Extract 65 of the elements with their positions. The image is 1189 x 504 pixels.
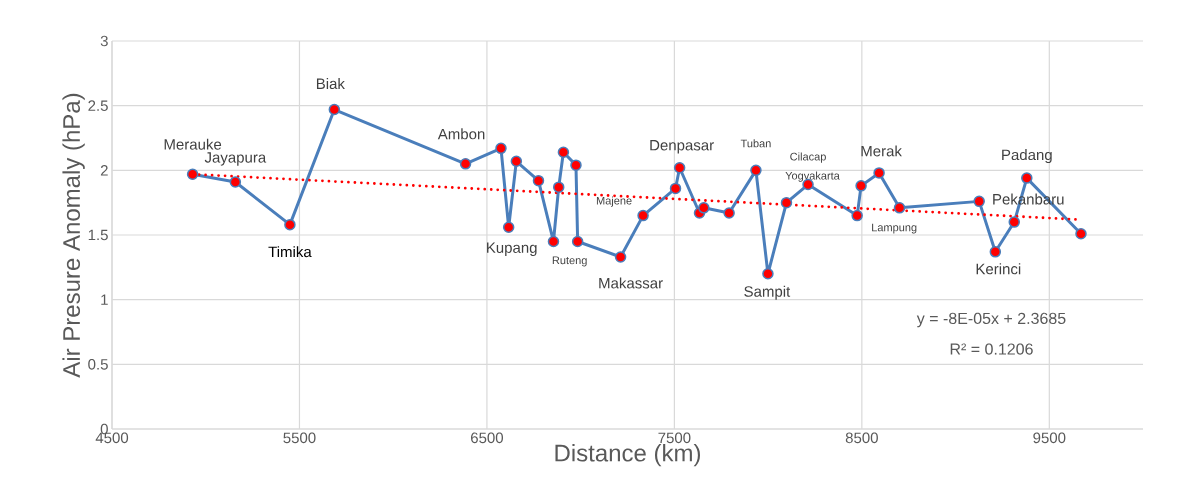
annotation: Merak: [861, 145, 902, 157]
point: [989, 246, 1002, 258]
point: [723, 207, 735, 219]
point: [893, 202, 906, 214]
point: [669, 182, 682, 195]
point: [510, 155, 523, 168]
y-tick-label: 2: [100, 165, 108, 176]
point: [851, 209, 863, 222]
y-tick-label: 1.5: [88, 229, 108, 241]
point: [637, 209, 649, 222]
point: [855, 180, 867, 192]
annotation: Jayapura: [204, 152, 267, 166]
point: [459, 158, 472, 170]
point: [557, 146, 570, 158]
point: [532, 174, 545, 187]
y-tick-label: 1: [101, 294, 108, 305]
point: [673, 162, 686, 174]
point: [552, 181, 565, 193]
point: [186, 168, 199, 180]
annotation: y = -8E-05x + 2.3685: [916, 312, 1066, 328]
annotation: Padang: [1002, 149, 1052, 164]
point: [1021, 172, 1033, 184]
annotation: Ambon: [437, 128, 485, 140]
y-tick-label: 3: [100, 35, 108, 47]
annotation: Majene: [596, 196, 632, 207]
y-axis-title: Air Presure Anomaly (hPa): [62, 93, 85, 378]
point: [873, 167, 885, 179]
point: [780, 196, 793, 209]
annotation: Makassar: [599, 277, 663, 289]
annotation: Lampung: [872, 223, 917, 234]
point: [547, 235, 560, 248]
annotation: Denpasar: [650, 140, 714, 154]
x-tick-label: 9500: [1033, 432, 1066, 444]
annotation: Kupang: [487, 242, 537, 256]
x-tick-label: 5500: [283, 432, 316, 444]
y-tick-label: 2.5: [88, 100, 108, 111]
annotation: Kerinci: [976, 263, 1021, 275]
x-tick-label: 7500: [658, 432, 691, 444]
annotation: R² = 0.1206: [950, 343, 1033, 355]
annotation: Yogyakarta: [785, 171, 840, 182]
annotation: Merauke: [164, 138, 222, 150]
point: [762, 268, 774, 280]
point: [1075, 227, 1087, 240]
annotation: Tuban: [740, 139, 771, 148]
point: [570, 159, 582, 171]
annotation: Timika: [268, 246, 312, 258]
point: [973, 195, 985, 208]
x-tick-label: 8500: [845, 432, 878, 444]
annotation: Cilacap: [790, 152, 826, 163]
annotation: Sampit: [744, 285, 791, 300]
point: [502, 221, 515, 233]
point: [571, 235, 584, 248]
x-axis-title: Distance (km): [555, 443, 700, 467]
annotation: Ruteng: [552, 256, 587, 267]
point: [284, 218, 296, 231]
x-tick-label: 6500: [471, 432, 504, 444]
point: [698, 202, 710, 214]
point: [614, 251, 627, 263]
y-tick-label: 0.5: [88, 359, 108, 370]
point: [1008, 216, 1020, 228]
point: [328, 103, 341, 116]
point: [495, 142, 507, 155]
annotation: Biak: [316, 78, 345, 90]
point: [750, 164, 762, 177]
point: [229, 176, 242, 188]
